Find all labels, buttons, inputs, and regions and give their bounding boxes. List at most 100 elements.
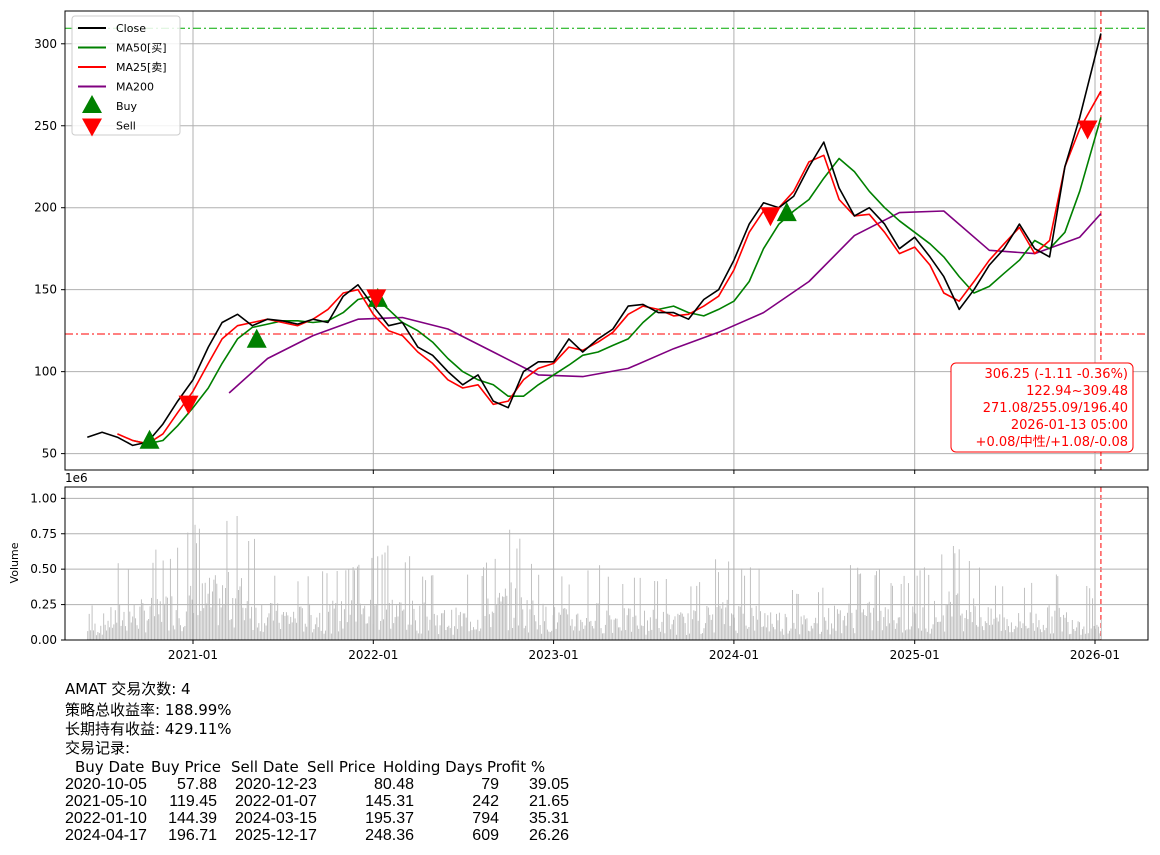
volume-bar	[155, 549, 157, 640]
volume-bar	[351, 600, 353, 640]
volume-bar	[575, 614, 577, 640]
y-tick-label: 100	[34, 365, 57, 379]
table-cell: 80.48	[373, 776, 414, 793]
legend-swatch	[82, 118, 102, 137]
volume-bar	[509, 529, 511, 640]
volume-bar	[616, 618, 618, 640]
volume-bar	[570, 625, 572, 640]
volume-bar	[287, 615, 289, 640]
volume-bar	[955, 595, 957, 640]
volume-bar	[916, 575, 918, 640]
volume-bar	[413, 608, 415, 640]
volume-bar	[93, 630, 94, 640]
volume-bar	[855, 609, 857, 640]
sell-marker	[1077, 120, 1098, 140]
volume-bar	[970, 612, 972, 640]
volume-bar	[932, 624, 934, 640]
volume-bar	[336, 571, 338, 640]
volume-bar	[206, 603, 208, 640]
volume-bar	[993, 618, 995, 640]
volume-bar	[691, 619, 693, 640]
volume-bar	[500, 601, 502, 640]
volume-bar	[571, 619, 573, 640]
buy-marker	[776, 202, 797, 222]
volume-bar	[265, 625, 267, 640]
volume-bar	[815, 617, 817, 640]
annotation-line: 2026-01-13 05:00	[1011, 418, 1128, 433]
volume-bar	[545, 606, 547, 640]
volume-bar	[94, 623, 96, 640]
volume-bar	[248, 541, 250, 640]
table-cell: 35.31	[528, 810, 569, 827]
volume-bar	[139, 606, 141, 640]
volume-bar	[660, 631, 661, 640]
volume-bar	[454, 626, 456, 640]
volume-bar	[152, 562, 154, 640]
volume-bar	[496, 604, 498, 640]
volume-bar	[906, 629, 908, 640]
volume-bar	[950, 601, 951, 640]
volume-bar	[233, 627, 235, 640]
volume-bar	[317, 627, 319, 640]
volume-bar	[1100, 619, 1102, 640]
volume-y-tick-label: 0.00	[30, 633, 57, 647]
volume-bar	[564, 608, 566, 640]
volume-bar	[165, 596, 167, 640]
volume-bar	[938, 621, 940, 640]
volume-bar	[928, 574, 930, 640]
volume-bar	[475, 629, 477, 640]
volume-bar	[184, 626, 186, 640]
volume-bar	[745, 625, 747, 640]
volume-bar	[124, 626, 126, 640]
volume-bar	[863, 609, 864, 640]
volume-bar	[140, 599, 142, 640]
volume-bar	[1093, 626, 1095, 640]
volume-bar	[162, 560, 164, 640]
volume-bar	[922, 607, 924, 640]
volume-bar	[474, 629, 476, 640]
volume-bar	[135, 618, 137, 640]
volume-bar	[929, 633, 931, 640]
volume-bar	[201, 583, 203, 640]
table-cell: 2025-12-17	[235, 827, 317, 844]
volume-bar	[200, 610, 202, 640]
volume-bar	[728, 561, 730, 640]
series-line-ma25	[117, 90, 1102, 445]
volume-bar	[923, 567, 925, 640]
volume-bar	[348, 569, 350, 640]
volume-bar	[725, 607, 727, 640]
volume-bar	[965, 610, 967, 640]
volume-bar	[346, 622, 348, 640]
volume-y-tick-label: 0.75	[30, 527, 57, 541]
volume-bar	[1015, 625, 1017, 640]
volume-bar	[760, 611, 761, 640]
table-header: Sell Price	[307, 758, 376, 776]
hold-return-line: 长期持有收益: 429.11%	[65, 720, 232, 738]
volume-bar	[939, 621, 941, 640]
volume-bar	[876, 571, 877, 640]
volume-bar	[544, 621, 545, 640]
volume-bar	[665, 579, 667, 640]
volume-bar	[430, 575, 432, 640]
volume-bar	[423, 602, 425, 640]
volume-bar	[407, 624, 409, 640]
table-header: Buy Date	[75, 758, 145, 776]
volume-bar	[636, 625, 638, 640]
volume-bar	[239, 586, 241, 640]
volume-bar	[146, 620, 148, 640]
volume-bar	[452, 634, 454, 640]
volume-bar	[967, 619, 969, 640]
volume-bar	[255, 607, 257, 640]
volume-bar	[98, 633, 100, 640]
volume-bar	[355, 621, 357, 640]
volume-bar	[802, 624, 804, 640]
volume-bar	[507, 630, 509, 640]
volume-bar	[639, 577, 641, 640]
volume-bar	[974, 606, 976, 640]
volume-bar	[1066, 612, 1067, 640]
volume-bar	[426, 616, 428, 640]
volume-bar	[781, 628, 783, 640]
volume-bar	[455, 607, 457, 640]
volume-bar	[952, 546, 954, 640]
volume-bar	[90, 630, 92, 640]
